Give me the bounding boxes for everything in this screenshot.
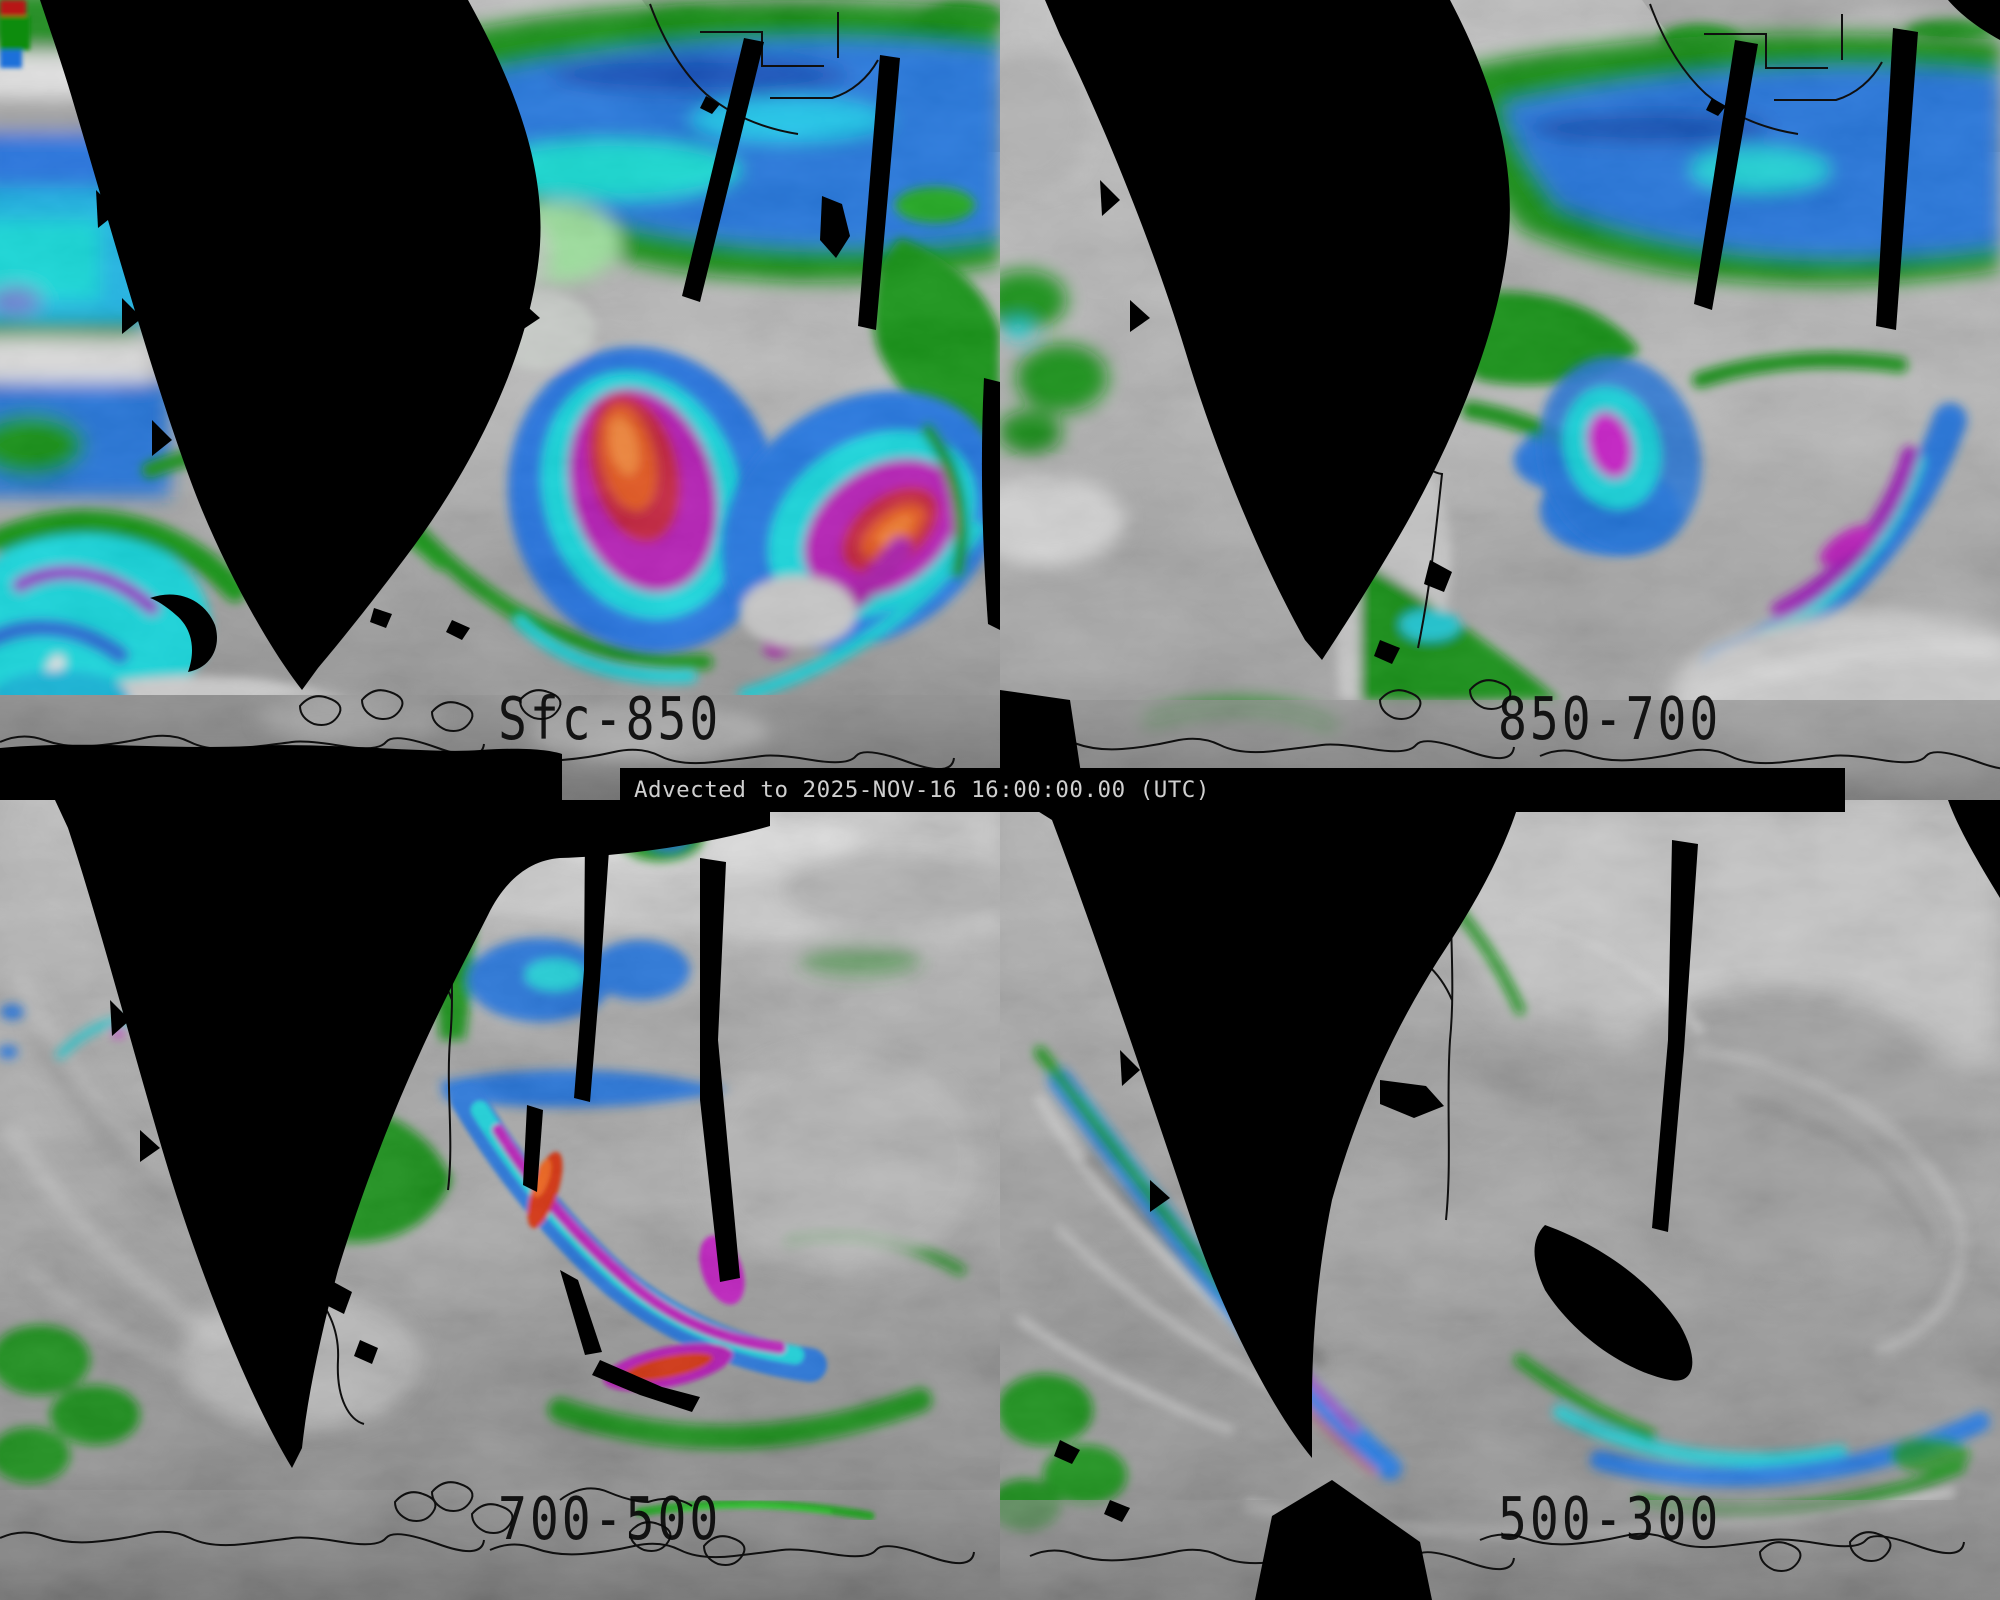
satellite-imagery-sfc-850 xyxy=(0,0,1000,800)
panel-label-sfc-850: Sfc-850 xyxy=(498,685,722,754)
panel-500-300: 500-300 xyxy=(1000,800,2000,1600)
panel-label-700-500: 700-500 xyxy=(498,1485,722,1554)
panel-sfc-850: Sfc-850 xyxy=(0,0,1000,800)
satellite-imagery-500-300 xyxy=(1000,800,2000,1600)
panel-700-500: 700-500 xyxy=(0,800,1000,1600)
satellite-imagery-700-500 xyxy=(0,800,1000,1600)
panel-label-500-300: 500-300 xyxy=(1498,1485,1722,1554)
advected-time-banner: Advected to 2025-NOV-16 16:00:00.00 (UTC… xyxy=(620,768,1845,812)
panel-label-850-700: 850-700 xyxy=(1498,685,1722,754)
satellite-imagery-850-700 xyxy=(1000,0,2000,800)
panel-850-700: 850-700 xyxy=(1000,0,2000,800)
